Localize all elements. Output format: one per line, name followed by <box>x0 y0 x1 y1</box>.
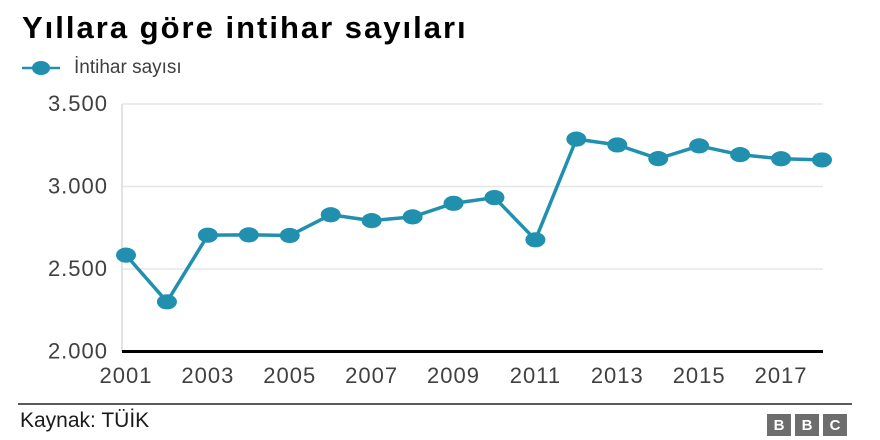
x-tick-label: 2017 <box>755 363 808 388</box>
data-point <box>197 227 218 243</box>
x-tick-label: 2007 <box>345 363 398 388</box>
x-tick-label: 2015 <box>673 363 726 388</box>
bbc-logo-letter: B <box>795 414 819 436</box>
footer-divider <box>18 403 852 405</box>
data-point <box>689 138 710 154</box>
x-tick-label: 2001 <box>100 363 153 388</box>
data-point <box>320 207 341 223</box>
y-tick-label: 2.500 <box>48 256 108 281</box>
bbc-logo-letter: B <box>767 414 791 436</box>
y-tick-label: 3.000 <box>48 174 108 199</box>
bbc-logo-letter: C <box>823 414 847 436</box>
legend: İntihar sayısı <box>22 57 182 79</box>
x-tick-label: 2003 <box>181 363 234 388</box>
data-point <box>730 147 751 163</box>
legend-marker-icon <box>22 61 60 75</box>
data-line <box>124 137 824 304</box>
y-tick-label: 2.000 <box>48 339 108 364</box>
data-point <box>566 131 587 147</box>
source-label: Kaynak: TÜİK <box>20 409 150 432</box>
data-point <box>156 294 177 310</box>
data-point <box>607 137 628 153</box>
chart-title: Yıllara göre intihar sayıları <box>22 10 468 45</box>
x-tick-label: 2005 <box>263 363 316 388</box>
data-point <box>771 151 792 167</box>
data-point <box>648 151 669 167</box>
x-tick-label: 2013 <box>591 363 644 388</box>
x-tick-label: 2009 <box>427 363 480 388</box>
data-point <box>812 152 832 168</box>
data-point <box>525 232 546 248</box>
data-point <box>279 227 300 244</box>
bbc-logo: B B C <box>767 414 847 436</box>
legend-label: İntihar sayısı <box>74 57 182 78</box>
data-point <box>443 195 464 211</box>
data-point <box>116 247 136 263</box>
data-point <box>484 189 505 206</box>
data-point <box>402 209 423 225</box>
data-point <box>361 213 382 229</box>
x-tick-label: 2011 <box>510 363 561 388</box>
data-point <box>238 227 259 243</box>
y-tick-label: 3.500 <box>48 91 108 116</box>
